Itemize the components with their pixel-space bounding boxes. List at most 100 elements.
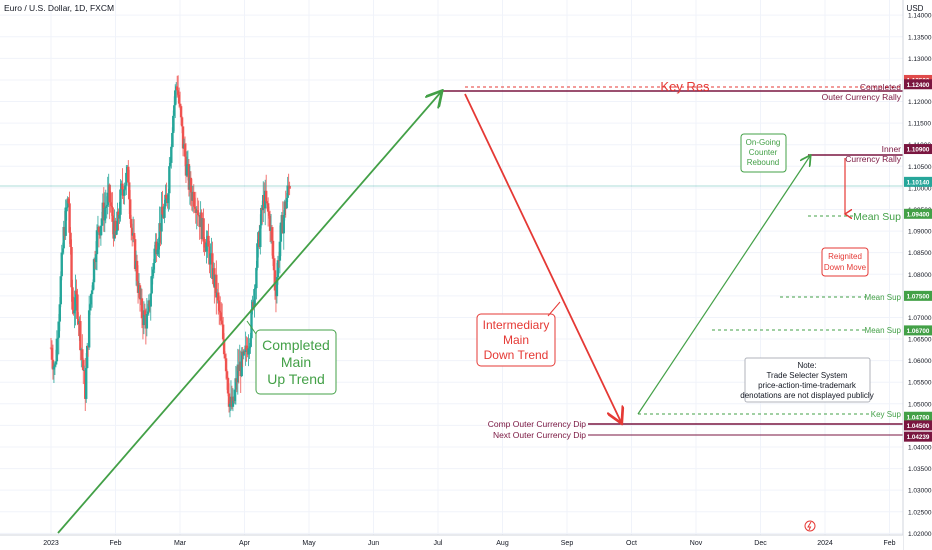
chart-title: Euro / U.S. Dollar, 1D, FXCM [4, 3, 114, 13]
key-sup-label: Key Sup [871, 410, 902, 419]
candle-down [178, 103, 182, 107]
mean-sup-label-1: Mean Sup [853, 211, 901, 223]
candle-down [187, 164, 191, 190]
candle-down [143, 310, 147, 316]
candle-up [282, 215, 285, 234]
candle-up [168, 166, 171, 194]
y-tick-label: 1.02500 [908, 509, 932, 516]
candle-down [110, 205, 113, 208]
intermediary-label-2: Main [503, 333, 529, 347]
candle-down [219, 310, 222, 313]
completed-outer-label-1: Completed [860, 82, 901, 92]
candle-down [130, 227, 134, 236]
candle-down [50, 347, 54, 360]
candle-up [94, 254, 98, 263]
candle-up [90, 290, 94, 295]
x-tick-label: 2023 [43, 540, 59, 547]
candle-up [170, 146, 173, 163]
candle-up [250, 309, 253, 339]
candle-down [265, 201, 269, 204]
x-tick-label: Apr [239, 540, 251, 547]
candle-up [85, 345, 89, 369]
candle-up [53, 364, 57, 367]
grid [0, 0, 903, 535]
price-axis-bg [903, 0, 932, 550]
ongoing-label-3: Rebound [747, 158, 779, 167]
price-tag [904, 176, 932, 187]
candle-down [70, 247, 73, 288]
candle-up [152, 263, 155, 270]
x-tick-label: Feb [883, 540, 895, 547]
time-axis-bg [0, 535, 903, 550]
candle-up [255, 267, 258, 289]
candle-up [104, 206, 107, 208]
candle-up [254, 288, 257, 290]
candle-down [81, 349, 84, 360]
comp-outer-dip-label: Comp Outer Currency Dip [488, 419, 587, 429]
note-box [744, 357, 871, 403]
y-tick-label: 1.12000 [908, 99, 932, 106]
candle-down [271, 240, 275, 259]
ongoing-callout [740, 133, 787, 173]
time-axis[interactable] [0, 534, 903, 550]
candle-down [220, 320, 224, 325]
y-tick-label: 1.10500 [908, 164, 932, 171]
price-tags: 1.125001.124001.109001.101401.094001.075… [904, 74, 932, 442]
candle-down [224, 358, 228, 372]
candle-up [58, 304, 62, 322]
candle-up [116, 211, 119, 231]
candle-up [174, 90, 177, 106]
candle-up [259, 225, 262, 248]
candle-up [163, 206, 166, 218]
completed-outer-label-2: Outer Currency Rally [822, 92, 902, 102]
price-tag [904, 144, 932, 155]
y-tick-label: 1.05500 [908, 380, 932, 387]
y-tick-label: 1.06000 [908, 358, 932, 365]
candle-up [231, 397, 235, 407]
reignited-label-2: Down Move [824, 263, 867, 272]
candle-down [67, 198, 70, 204]
lightning-icon[interactable] [804, 520, 816, 532]
candle-up [57, 321, 61, 338]
key-res-label: Key Res [660, 79, 710, 94]
x-tick-label: Mar [174, 540, 187, 547]
inner-rally-label-1: Inner [882, 144, 902, 154]
candle-up [173, 105, 176, 116]
candle-down [218, 300, 221, 311]
candle-up [142, 310, 146, 326]
price-axis[interactable] [902, 0, 932, 550]
candle-up [85, 368, 88, 399]
candle-up [275, 277, 279, 297]
candle-up [95, 230, 99, 255]
candle-up [89, 294, 93, 305]
price-tag [904, 431, 932, 442]
candle-up [125, 172, 128, 186]
candle-down [221, 324, 225, 340]
candle-up [209, 253, 212, 265]
candle-up [156, 249, 159, 255]
candle-up [149, 293, 152, 307]
note-label-3: price-action-time-trademark [758, 381, 857, 390]
candle-down [273, 270, 277, 291]
candle-up [279, 222, 283, 242]
candle-up [64, 207, 67, 236]
y-tick-label: 1.07000 [908, 315, 932, 322]
candle-down [223, 354, 227, 359]
main-up-trend-arrow [57, 92, 441, 534]
candle-up [74, 290, 77, 311]
candle-down [197, 215, 200, 216]
price-tag-label: 1.04500 [907, 423, 930, 430]
price-tag-label: 1.04239 [907, 434, 930, 441]
reignited-label-1: Reignited [828, 252, 862, 261]
completed-up-label-3: Up Trend [267, 371, 325, 387]
y-tick-label: 1.09000 [908, 229, 932, 236]
candle-down [130, 218, 133, 228]
candle-up [115, 230, 118, 235]
candle-down [203, 241, 206, 248]
candle-up [100, 218, 104, 226]
candle-up [60, 252, 63, 277]
candle-up [236, 364, 240, 383]
candle-down [288, 185, 291, 189]
